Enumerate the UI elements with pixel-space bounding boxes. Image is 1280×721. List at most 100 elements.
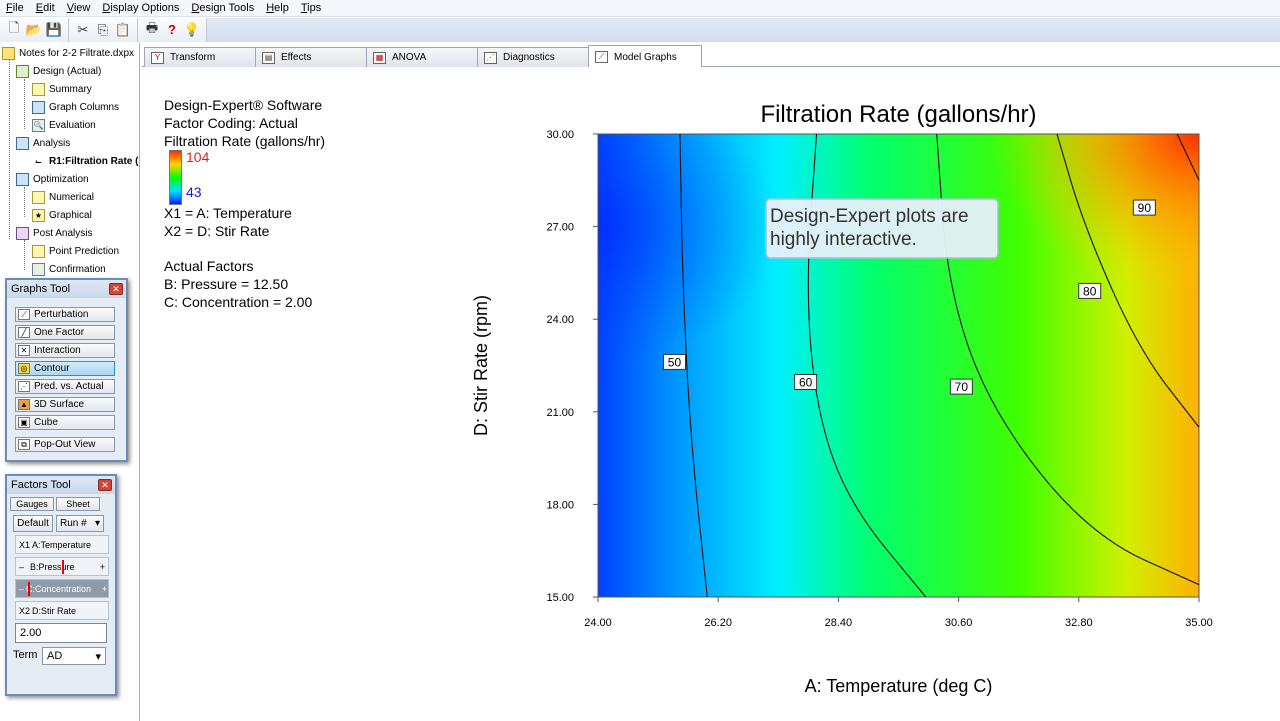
open-folder-icon[interactable]: 📂 (25, 21, 43, 37)
tab-anova[interactable]: ▦ ANOVA (366, 47, 478, 67)
tab-model-graphs[interactable]: ⟋ Model Graphs (588, 45, 702, 68)
tree-item-optimization[interactable]: Optimization (16, 171, 89, 187)
evaluation-icon: 🔍 (32, 118, 45, 132)
tree-item-evaluation[interactable]: 🔍 Evaluation (32, 117, 96, 133)
menu-display-options[interactable]: Display Options (102, 2, 180, 14)
term-label: Term (13, 649, 38, 661)
help-icon[interactable]: ? (168, 22, 176, 37)
cube-button[interactable]: ▣ Cube (15, 415, 115, 430)
factor-row-pressure[interactable]: – B:Pressure + (15, 557, 109, 576)
run-select[interactable]: Run # ▾ (56, 515, 104, 532)
factor-row-stir-rate[interactable]: X2 D:Stir Rate (15, 601, 109, 620)
tree-item-graphical[interactable]: ★ Graphical (32, 207, 92, 223)
tree-label: Summary (49, 83, 92, 95)
x-axis-label: A: Temperature (deg C) (805, 676, 993, 696)
interaction-button[interactable]: ✕ Interaction (15, 343, 115, 358)
tab-diagnostics[interactable]: ⋰ Diagnostics (477, 47, 589, 67)
graphical-icon: ★ (32, 208, 45, 222)
pop-out-view-button[interactable]: ⧉ Pop-Out View (15, 437, 115, 452)
factor-label: D:Stir Rate (32, 605, 77, 616)
tab-label: Diagnostics (503, 52, 555, 63)
tree-item-analysis[interactable]: Analysis (16, 135, 70, 151)
model-graphs-icon: ⟋ (595, 51, 608, 63)
tree-item-design[interactable]: Design (Actual) (16, 63, 101, 79)
tree-label: Optimization (33, 173, 89, 185)
menu-file[interactable]: File (6, 2, 24, 14)
term-select[interactable]: AD ▾ (42, 647, 106, 665)
tab-transform[interactable]: Y Transform (144, 47, 256, 67)
legend-software: Design-Expert® Software (164, 97, 323, 113)
y-axis-label: D: Stir Rate (rpm) (471, 295, 491, 436)
x-tick-label: 24.00 (584, 617, 612, 629)
tab-sheet[interactable]: Sheet (56, 497, 100, 511)
pred-vs-actual-button[interactable]: ⋰ Pred. vs. Actual (15, 379, 115, 394)
copy-icon[interactable]: ⎘ (97, 21, 109, 37)
tab-label: ANOVA (392, 52, 427, 63)
perturbation-button[interactable]: ⟋ Perturbation (15, 307, 115, 322)
3d-surface-icon: ▲ (18, 399, 30, 410)
contour-button[interactable]: ◎ Contour (15, 361, 115, 376)
confirmation-icon (32, 262, 45, 276)
factor-axis-tag: X1 (19, 539, 31, 550)
3d-surface-button[interactable]: ▲ 3D Surface (15, 397, 115, 412)
tree-item-post-analysis[interactable]: Post Analysis (16, 225, 92, 241)
graphs-tool-title: Graphs Tool (7, 280, 126, 298)
contour-label: 70 (955, 380, 969, 394)
tree-item-point-prediction[interactable]: Point Prediction (32, 243, 119, 259)
contour-line-60 (807, 133, 927, 598)
plot-border (597, 133, 1200, 598)
tree-item-numerical[interactable]: Numerical (32, 189, 94, 205)
gauge-marker[interactable] (62, 560, 64, 574)
factor-axis-tag: X2 (19, 605, 31, 616)
save-icon[interactable]: 💾 (45, 21, 63, 37)
design-grid-icon (16, 64, 29, 78)
analysis-icon (16, 136, 29, 150)
contour-plot[interactable]: Filtration Rate (gallons/hr) A: Temperatu… (142, 67, 1280, 721)
factor-value-input[interactable]: 2.00 (15, 623, 107, 643)
plus-icon: + (101, 583, 107, 594)
print-icon[interactable]: 🖶 (145, 19, 159, 35)
tip-bulb-icon[interactable]: 💡 (183, 21, 201, 37)
chevron-down-icon: ▾ (95, 650, 101, 663)
close-icon[interactable]: ✕ (98, 479, 112, 491)
tree-item-confirmation[interactable]: Confirmation (32, 261, 106, 277)
tree-item-graph-columns[interactable]: Graph Columns (32, 99, 119, 115)
tree-item-summary[interactable]: Summary (32, 81, 92, 97)
legend-x1: X1 = A: Temperature (164, 205, 292, 221)
default-button[interactable]: Default (13, 515, 53, 532)
contour-icon: ◎ (18, 363, 30, 374)
one-factor-button[interactable]: ╱ One Factor (15, 325, 115, 340)
close-icon[interactable]: ✕ (109, 283, 123, 295)
one-factor-icon: ╱ (18, 327, 30, 338)
tree-item-r1-filtration-rate[interactable]: ⌙ R1:Filtration Rate ( (32, 153, 138, 169)
numerical-icon (32, 190, 45, 204)
contour-label-box (1078, 282, 1102, 299)
gauge-marker[interactable] (28, 582, 30, 596)
menu-design-tools[interactable]: Design Tools (191, 2, 255, 14)
diagnostics-icon: ⋰ (484, 51, 497, 64)
pred-vs-actual-icon: ⋰ (18, 381, 30, 392)
menu-view[interactable]: View (66, 2, 91, 14)
factor-row-temperature[interactable]: X1 A:Temperature (15, 535, 109, 554)
contour-label: 60 (799, 375, 813, 389)
button-label: Default (17, 518, 49, 529)
x-tick-label: 35.00 (1185, 617, 1213, 629)
tree-label: Numerical (49, 191, 95, 203)
tab-effects[interactable]: ▤ Effects (255, 47, 367, 67)
cut-icon[interactable]: ✂ (77, 21, 89, 37)
model-graphs-panel: Design-Expert® Software Factor Coding: A… (142, 67, 1280, 721)
factor-row-concentration[interactable]: – C:Concentration + (15, 579, 109, 598)
menu-tips[interactable]: Tips (300, 2, 322, 14)
tree-label: Confirmation (49, 263, 106, 275)
new-file-icon[interactable]: 🗋 (8, 19, 20, 35)
factor-label: A:Temperature (32, 539, 92, 550)
menu-help[interactable]: Help (266, 2, 289, 14)
legend-actual-factors: Actual Factors (164, 258, 254, 274)
contour-line-50 (679, 133, 708, 598)
contour-label: 50 (668, 355, 682, 369)
contour-label: 90 (1138, 201, 1152, 215)
menu-edit[interactable]: Edit (35, 2, 55, 14)
tree-item-root[interactable]: Notes for 2-2 Filtrate.dxpx (2, 45, 134, 61)
tab-gauges[interactable]: Gauges (10, 497, 54, 511)
paste-icon[interactable]: 📋 (114, 21, 132, 37)
